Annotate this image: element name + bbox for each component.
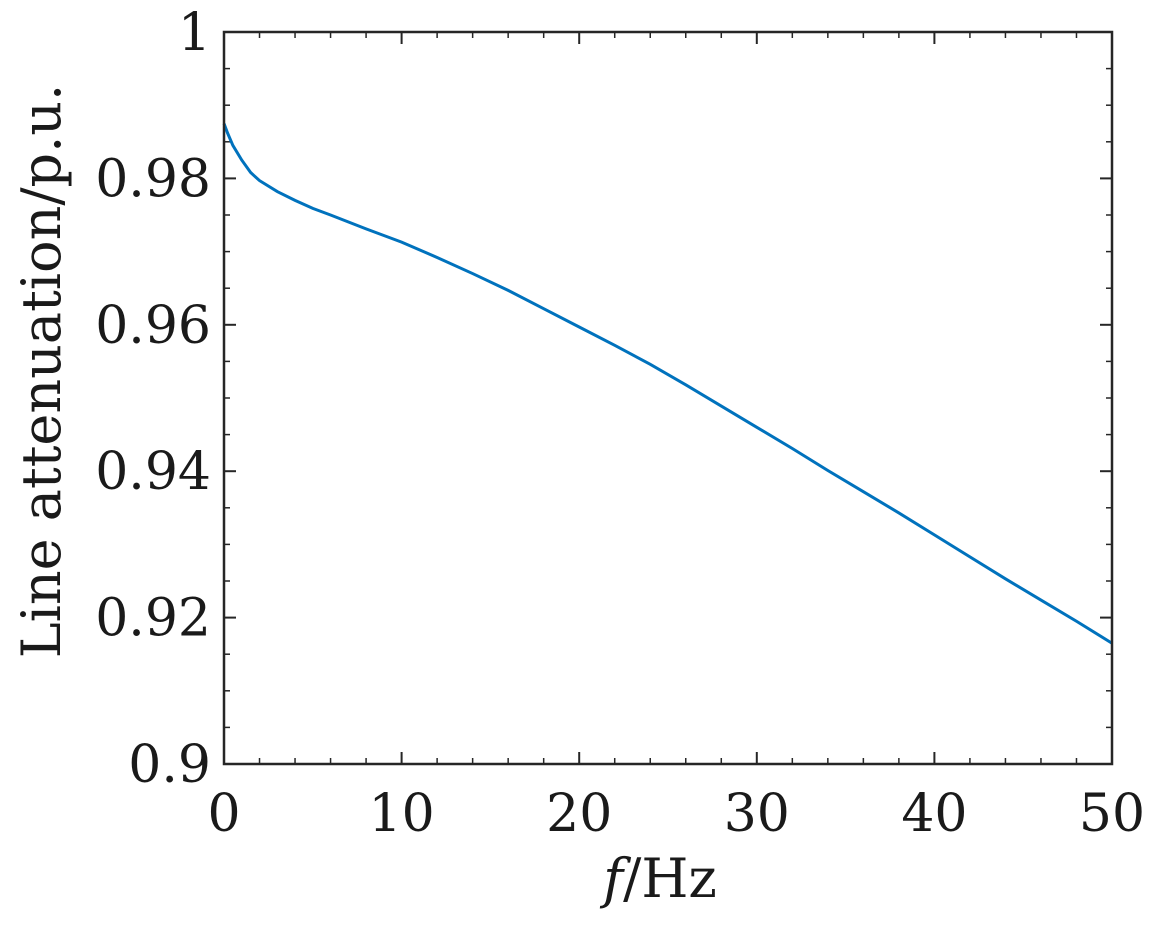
y-tick-label: 0.94 [95, 442, 211, 502]
x-tick-labels: 0 10 20 30 40 50 [207, 784, 1145, 844]
series-line [222, 122, 1113, 645]
x-tick-label: 50 [1079, 784, 1145, 844]
y-tick-label: 1 [178, 3, 211, 63]
x-tick-label: 20 [546, 784, 612, 844]
x-tick-label: 10 [369, 784, 435, 844]
x-tick-label: 30 [724, 784, 790, 844]
y-tick-label: 0.92 [95, 589, 211, 649]
x-axis-label-unit: /Hz [623, 847, 717, 910]
x-tick-label: 40 [901, 784, 967, 844]
plot-area [224, 32, 1112, 764]
y-tick-label: 0.96 [95, 296, 211, 356]
y-tick-labels: 0.9 0.92 0.94 0.96 0.98 1 [95, 3, 211, 795]
x-axis-label: f/Hz [599, 847, 717, 910]
plot-frame [222, 30, 1114, 766]
y-tick-label: 0.9 [128, 735, 211, 795]
x-tick-label: 0 [207, 784, 240, 844]
y-tick-label: 0.98 [95, 149, 211, 209]
y-axis-label: Line attenuation/p.u. [10, 84, 73, 658]
